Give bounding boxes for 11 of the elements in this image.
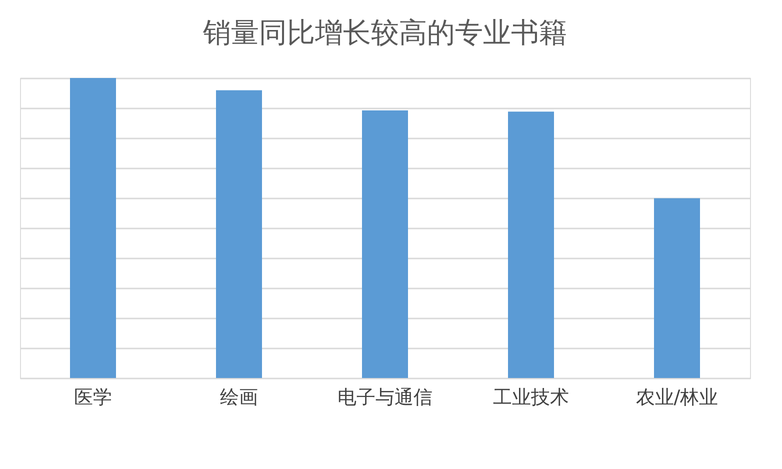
x-tick-label: 农业/林业 [636, 386, 718, 408]
bar [508, 112, 554, 378]
x-tick-label: 电子与通信 [338, 386, 432, 408]
x-tick-label: 工业技术 [493, 386, 569, 408]
bar [654, 198, 700, 378]
bar [70, 78, 116, 378]
bar [362, 110, 408, 378]
chart-title: 销量同比增长较高的专业书籍 [202, 16, 567, 49]
x-tick-label: 绘画 [220, 386, 258, 408]
bar [216, 90, 262, 378]
x-tick-label: 医学 [74, 386, 112, 408]
